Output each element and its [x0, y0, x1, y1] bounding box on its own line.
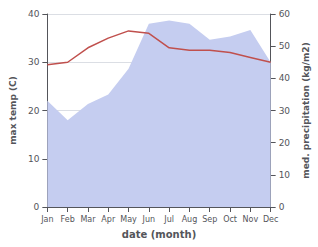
svg-text:date (month): date (month) — [122, 229, 196, 240]
svg-text:Jun: Jun — [142, 215, 156, 224]
svg-text:60: 60 — [279, 9, 291, 19]
svg-text:10: 10 — [28, 154, 40, 164]
svg-text:Sep: Sep — [202, 215, 217, 224]
svg-text:Apr: Apr — [101, 215, 116, 224]
svg-text:Jul: Jul — [163, 215, 174, 224]
svg-text:40: 40 — [28, 9, 40, 19]
svg-text:0: 0 — [34, 202, 40, 212]
svg-text:Dec: Dec — [263, 215, 278, 224]
svg-text:max temp (C): max temp (C) — [8, 76, 18, 145]
svg-text:med. precipitation (kg/m2): med. precipitation (kg/m2) — [301, 42, 311, 178]
svg-text:Oct: Oct — [223, 215, 237, 224]
svg-text:Aug: Aug — [182, 215, 198, 224]
svg-text:Mar: Mar — [80, 215, 96, 224]
svg-text:30: 30 — [28, 57, 40, 67]
svg-text:20: 20 — [279, 138, 291, 148]
svg-text:30: 30 — [279, 106, 291, 116]
svg-text:40: 40 — [279, 73, 291, 83]
svg-text:0: 0 — [279, 202, 285, 212]
svg-text:10: 10 — [279, 170, 291, 180]
svg-text:Feb: Feb — [61, 215, 75, 224]
svg-text:20: 20 — [28, 106, 40, 116]
svg-text:50: 50 — [279, 41, 291, 51]
svg-text:May: May — [120, 215, 137, 224]
svg-text:Jan: Jan — [40, 215, 53, 224]
svg-text:Nov: Nov — [243, 215, 259, 224]
